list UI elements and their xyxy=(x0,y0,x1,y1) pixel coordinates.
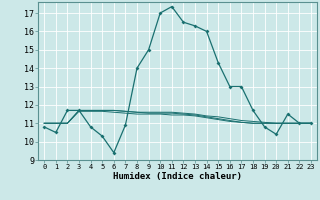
X-axis label: Humidex (Indice chaleur): Humidex (Indice chaleur) xyxy=(113,172,242,181)
